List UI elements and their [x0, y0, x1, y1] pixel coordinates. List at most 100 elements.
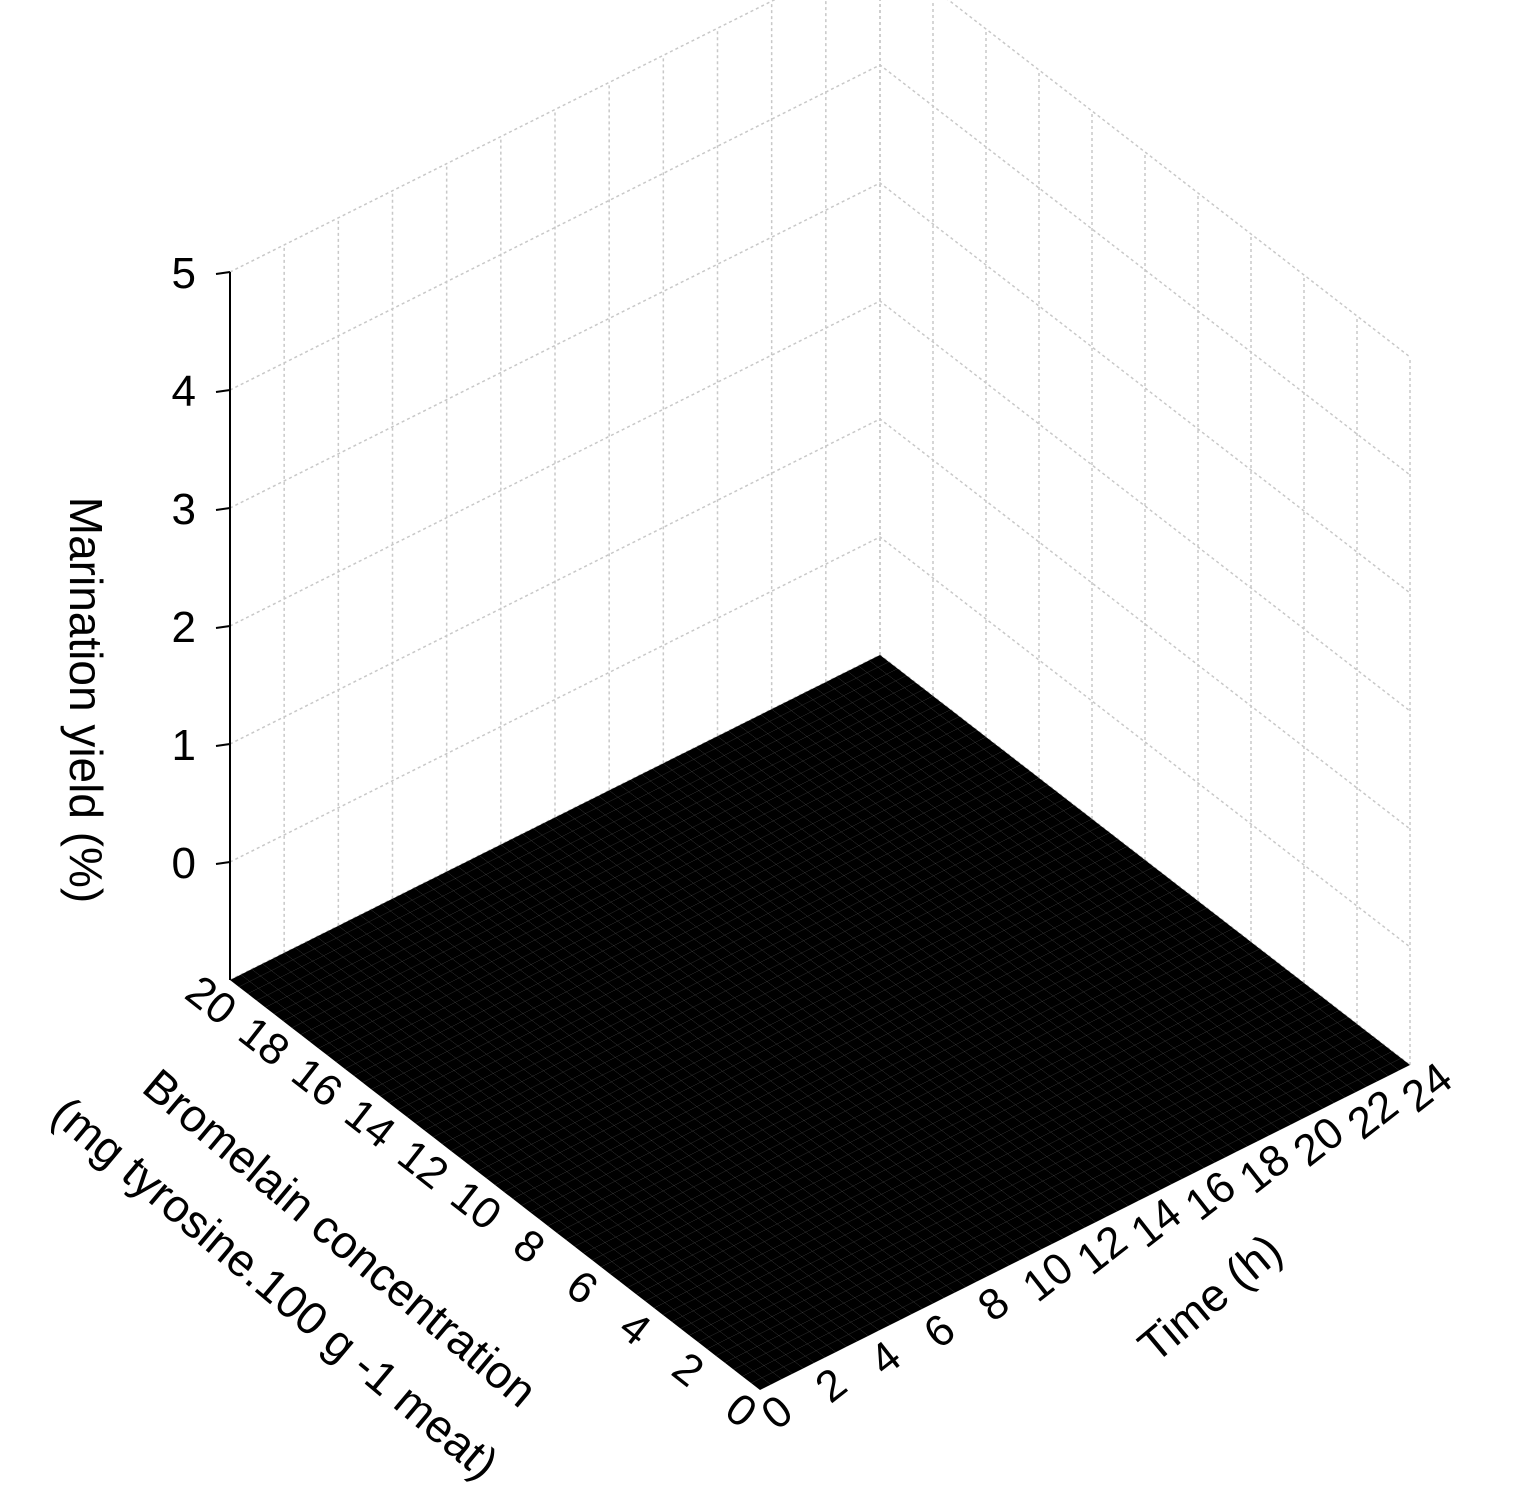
floor-cell — [1096, 844, 1117, 858]
floor-cell — [1381, 1051, 1402, 1064]
floor-cell — [1178, 1073, 1199, 1087]
floor-cell — [836, 919, 856, 932]
floor-cell — [1089, 1073, 1109, 1086]
floor-cell — [971, 1065, 991, 1078]
floor-cell — [1154, 1165, 1174, 1178]
floor-cell — [1119, 889, 1139, 903]
floor-cell — [704, 872, 724, 885]
floor-cell — [881, 1312, 901, 1325]
floor-cell — [1278, 1012, 1298, 1026]
floor-cell — [883, 1052, 904, 1065]
floor-cell — [792, 1244, 813, 1257]
floor-cell — [937, 1273, 957, 1286]
floor-cell — [503, 1130, 523, 1143]
floor-cell — [491, 1080, 511, 1093]
floor-cell — [490, 900, 511, 913]
floor-cell — [690, 958, 710, 971]
floor-cell — [897, 966, 918, 980]
floor-cell — [829, 1327, 849, 1340]
floor-cell — [830, 708, 851, 721]
floor-cell — [947, 908, 967, 921]
floor-cell — [486, 924, 507, 938]
floor-cell — [859, 716, 879, 729]
floor-cell — [607, 1100, 627, 1114]
floor-cell — [721, 1313, 742, 1326]
floor-cell — [458, 916, 478, 929]
floor-cell — [558, 1215, 579, 1228]
floor-cell — [1078, 1203, 1098, 1216]
floor-cell — [812, 1066, 832, 1079]
floor-cell — [924, 1111, 944, 1124]
floor-cell — [1300, 1057, 1321, 1071]
floor-cell — [514, 877, 535, 890]
floor-cell — [1318, 1071, 1339, 1084]
floor-cell — [701, 952, 721, 965]
floor-cell — [605, 989, 626, 1002]
floor-cell — [890, 892, 910, 905]
floor-cell — [780, 1138, 800, 1151]
floor-cell — [733, 1364, 754, 1377]
floor-cell — [1194, 975, 1215, 989]
floor-cell — [1076, 1091, 1097, 1104]
floor-cell — [330, 969, 350, 982]
floor-cell — [793, 996, 814, 1009]
floor-cell — [1135, 915, 1155, 929]
floor-cell — [593, 1186, 613, 1199]
floor-cell — [1204, 1038, 1225, 1051]
floor-cell — [395, 1060, 415, 1074]
floor-cell — [433, 1007, 454, 1021]
floor-cell — [856, 852, 877, 865]
floor-cell — [729, 961, 750, 974]
floor-cell — [740, 1079, 760, 1092]
floor-cell — [1001, 1185, 1022, 1198]
grid-line — [229, 0, 1411, 358]
floor-cell — [780, 1317, 801, 1331]
floor-cell — [1045, 791, 1066, 804]
floor-cell — [597, 1162, 617, 1175]
floor-cell — [779, 1206, 799, 1219]
floor-cell — [852, 821, 872, 834]
floor-cell — [1012, 1055, 1033, 1068]
floor-cell — [486, 1048, 507, 1062]
floor-cell — [981, 880, 1002, 893]
floor-cell — [497, 1043, 517, 1056]
floor-cell — [1200, 939, 1221, 952]
floor-cell — [832, 943, 852, 956]
floor-cell — [1087, 1209, 1107, 1223]
floor-cell — [1199, 1131, 1219, 1144]
floor-cell — [495, 1179, 515, 1192]
floor-cell — [938, 1205, 959, 1218]
floor-cell — [864, 927, 885, 940]
floor-cell — [990, 762, 1011, 776]
floor-cell — [1173, 1166, 1194, 1179]
floor-cell — [625, 866, 646, 879]
floor-cell — [770, 895, 790, 908]
floor-cell — [939, 957, 959, 970]
floor-cell — [463, 948, 483, 961]
floor-cell — [948, 1020, 969, 1033]
floor-cell — [600, 957, 621, 971]
floor-cell — [940, 765, 961, 778]
floor-cell — [511, 1137, 532, 1150]
floor-cell — [460, 1028, 480, 1041]
floor-cell — [788, 1213, 808, 1226]
floor-cell — [877, 1033, 897, 1046]
floor-cell — [881, 761, 902, 774]
floor-cell — [774, 747, 795, 760]
floor-cell — [1160, 1004, 1180, 1017]
floor-cell — [619, 1151, 639, 1164]
floor-cell — [964, 1046, 985, 1059]
floor-cell — [1281, 1056, 1301, 1069]
floor-cell — [739, 1147, 759, 1160]
floor-cell — [925, 919, 946, 932]
floor-cell — [794, 1052, 814, 1065]
floor-cell — [870, 1318, 890, 1331]
floor-cell — [760, 833, 781, 846]
floor-cell — [1298, 1014, 1318, 1027]
floor-cell — [984, 743, 1004, 757]
floor-cell — [303, 948, 324, 962]
floor-cell — [1001, 881, 1021, 894]
floor-cell — [1047, 1027, 1067, 1040]
floor-cell — [1210, 1001, 1231, 1015]
floor-cell — [1306, 1021, 1327, 1034]
